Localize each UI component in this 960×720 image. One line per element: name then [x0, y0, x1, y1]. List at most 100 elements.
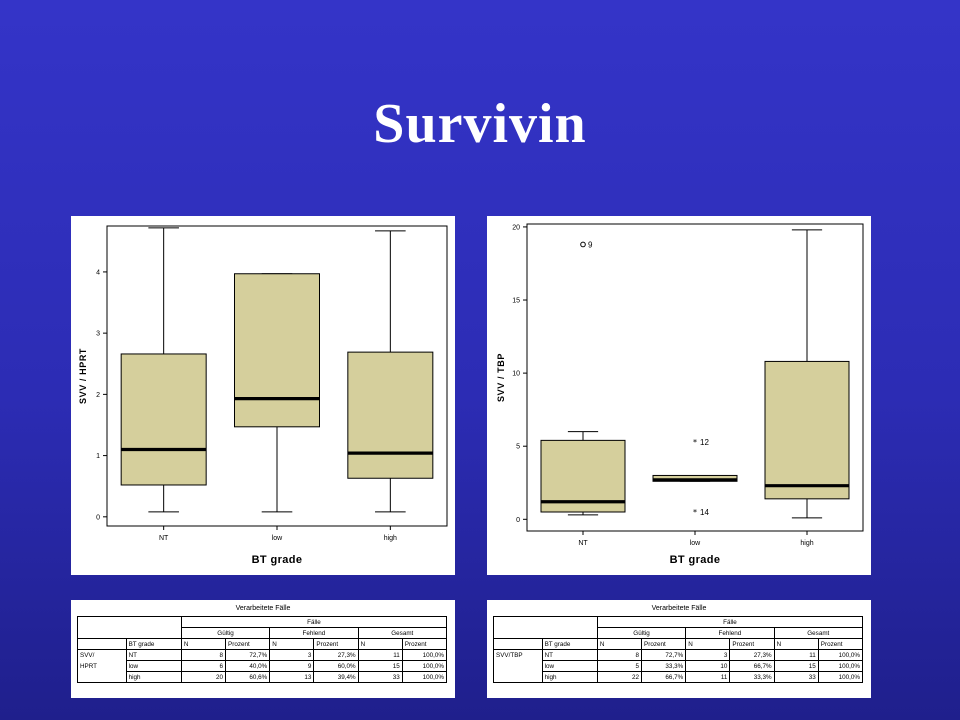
hprt-colgroup-2: Gesamt	[357, 627, 448, 639]
hprt-cell-0-5: 100,0%	[401, 649, 448, 661]
boxplot-svv-tbp: 0 5 10 15 20 NT low high 9 * 12 * 14 SVV / TBP BT grad…	[487, 216, 871, 575]
tbp-sub-n-2: N	[773, 638, 819, 650]
hprt-group-header: Fälle	[180, 616, 448, 628]
tbp-blank-cell	[493, 638, 543, 650]
hprt-ytick-label-3: 3	[96, 331, 100, 338]
case-summary-table-tbp: Verarbeitete Fälle Fälle Gültig Fehlend Gesa…	[487, 600, 871, 698]
tbp-cell-0-4: 11	[773, 649, 819, 661]
tbp-corner	[493, 616, 598, 639]
boxplot-svv-hprt: 0 1 2 3 4 NT low high SVV / HPRT BT grade	[71, 216, 455, 575]
tbp-cell-2-5: 100,0%	[817, 671, 864, 683]
table-row: HPRT low 6 40,0% 9 60,0% 15 100,0%	[77, 660, 448, 672]
hprt-nt-xtick-label: NT	[159, 535, 169, 542]
tbp-ytick-label-15: 15	[512, 298, 520, 305]
tbp-cell-1-3: 66,7%	[729, 660, 775, 672]
tbp-outlier-14-label: 14	[700, 508, 709, 517]
tbp-sub-pct-2: Prozent	[817, 638, 864, 650]
hprt-sub-pct-2: Prozent	[401, 638, 448, 650]
hprt-sub-pct-0: Prozent	[225, 638, 271, 650]
tbp-cell-0-1: 72,7%	[641, 649, 687, 661]
hprt-table: Fälle Gültig Fehlend Gesamt BT grade N Prozent…	[77, 616, 448, 683]
hprt-cell-0-1: 72,7%	[225, 649, 271, 661]
tbp-cell-0-5: 100,0%	[817, 649, 864, 661]
hprt-table-title: Verarbeitete Fälle	[235, 605, 291, 612]
tbp-outlier-12-label: 12	[700, 438, 709, 447]
table-row: low 5 33,3% 10 66,7% 15 100,0%	[493, 660, 864, 672]
hprt-ytick-label-0: 0	[96, 514, 100, 521]
tbp-colgroup-0: Gültig	[596, 627, 687, 639]
tbp-outlier-14-marker: *	[693, 508, 697, 517]
case-summary-table-hprt: Verarbeitete Fälle Fälle Gültig Fehlend Gesa…	[71, 600, 455, 698]
hprt-cell-1-4: 15	[357, 660, 403, 672]
hprt-colgroup-1: Fehlend	[269, 627, 359, 639]
tbp-cell-0-3: 27,3%	[729, 649, 775, 661]
tbp-cell-1-5: 100,0%	[817, 660, 864, 672]
hprt-row-group-2	[77, 671, 127, 683]
boxplot-svv-hprt-svg: 0 1 2 3 4 NT low high SVV / HPRT BT grade	[78, 225, 448, 566]
hprt-cell-2-0: 20	[180, 671, 227, 683]
tbp-high-xtick-label: high	[800, 540, 813, 547]
hprt-cell-0-2: 3	[269, 649, 315, 661]
tbp-outlier-12-marker: *	[693, 438, 697, 447]
hprt-sub-n-1: N	[269, 638, 315, 650]
tbp-table: Fälle Gültig Fehlend Gesamt BT grade N Prozent…	[493, 616, 864, 683]
table-row: SVV/NT 8 72,7% 3 27,3% 11 100,0%	[77, 649, 448, 661]
tbp-cell-1-4: 15	[773, 660, 819, 672]
hprt-cell-1-3: 60,0%	[313, 660, 359, 672]
tbp-cell-1-1: 33,3%	[641, 660, 687, 672]
tbp-row-label-0: NT	[541, 649, 598, 661]
tbp-ylabel: SVV / TBP	[496, 353, 506, 402]
tbp-cell-1-2: 10	[685, 660, 731, 672]
tbp-sub-n-1: N	[685, 638, 731, 650]
tbp-ytick-label-20: 20	[512, 224, 520, 231]
tbp-cell-0-2: 3	[685, 649, 731, 661]
tbp-colgroup-2: Gesamt	[773, 627, 864, 639]
tbp-nt-xtick-label: NT	[578, 540, 588, 547]
hprt-cell-1-5: 100,0%	[401, 660, 448, 672]
tbp-group-header: Fälle	[596, 616, 864, 628]
hprt-cell-2-1: 60,6%	[225, 671, 271, 683]
tbp-row-group-1	[493, 660, 543, 672]
hprt-row-group-0: SVV/	[77, 649, 127, 661]
hprt-high-box	[347, 351, 434, 479]
hprt-blank-cell	[77, 638, 127, 650]
tbp-row-group-2	[493, 671, 543, 683]
tbp-cell-0-0: 8	[596, 649, 643, 661]
tbp-cell-2-3: 33,3%	[729, 671, 775, 683]
hprt-cell-0-0: 8	[180, 649, 227, 661]
hprt-low-xtick-label: low	[272, 535, 283, 542]
table-row: SVV/TBP NT 8 72,7% 3 27,3% 11 100,0%	[493, 649, 864, 661]
tbp-sub-n-0: N	[596, 638, 643, 650]
tbp-ytick-label-0: 0	[516, 517, 520, 524]
hprt-nt-box	[120, 353, 207, 486]
hprt-ylabel: SVV / HPRT	[78, 348, 88, 404]
hprt-colgroup-0: Gültig	[180, 627, 271, 639]
hprt-low-box	[234, 273, 320, 428]
tbp-high-box	[764, 360, 850, 500]
hprt-cell-2-3: 39,4%	[313, 671, 359, 683]
tbp-row-label-1: low	[541, 660, 598, 672]
hprt-ytick-label-2: 2	[96, 392, 100, 399]
tbp-sub-pct-1: Prozent	[729, 638, 775, 650]
hprt-high-xtick-label: high	[384, 535, 397, 542]
tbp-cell-2-1: 66,7%	[641, 671, 687, 683]
hprt-cell-0-4: 11	[357, 649, 403, 661]
tbp-outlier-9-marker	[580, 241, 586, 248]
hprt-cell-2-4: 33	[357, 671, 403, 683]
tbp-var-header: BT grade	[541, 638, 598, 650]
hprt-cell-1-0: 6	[180, 660, 227, 672]
hprt-ytick-label-1: 1	[96, 453, 100, 460]
hprt-ytick-label-4: 4	[96, 269, 100, 276]
slide-title: Survivin	[373, 93, 587, 155]
table-row: high 20 60,6% 13 39,4% 33 100,0%	[77, 671, 448, 683]
tbp-ytick-label-10: 10	[512, 371, 520, 378]
hprt-cell-1-1: 40,0%	[225, 660, 271, 672]
hprt-xlabel: BT grade	[252, 554, 303, 566]
hprt-cell-0-3: 27,3%	[313, 649, 359, 661]
hprt-row-label-0: NT	[125, 649, 182, 661]
tbp-cell-1-0: 5	[596, 660, 643, 672]
tbp-xlabel: BT grade	[670, 554, 721, 566]
tbp-cell-2-4: 33	[773, 671, 819, 683]
tbp-cell-2-2: 11	[685, 671, 731, 683]
